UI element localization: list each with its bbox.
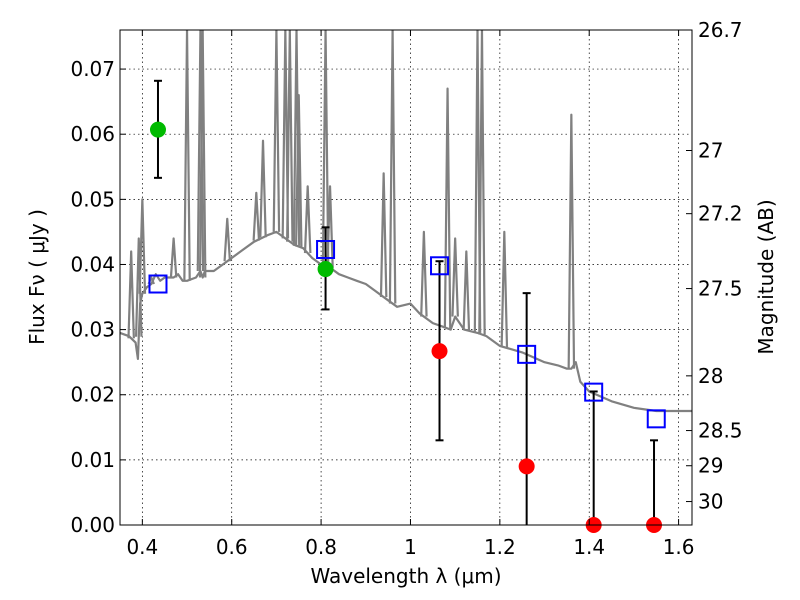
right-tick-label: 26.7 <box>698 18 743 42</box>
emission-line-spike <box>443 87 452 329</box>
right-tick-label: 28.5 <box>698 419 743 443</box>
emission-line-spike <box>303 185 312 254</box>
right-axis: 26.7 27 27.2 27.5 28 28.5 29 30 <box>686 18 743 514</box>
grid <box>120 30 692 526</box>
right-tick-label: 28 <box>698 364 723 388</box>
right-axis-label: Magnitude (AB) <box>754 199 778 354</box>
x-axis: 0.4 0.6 0.8 1 1.2 1.4 1.6 <box>126 30 695 559</box>
emission-line-spike <box>567 113 576 369</box>
plot-content <box>120 30 692 413</box>
emission-line-spike <box>451 237 459 317</box>
y-axis-label: Flux Fν ( μJy ) <box>25 209 49 345</box>
emission-line-spike <box>134 237 143 337</box>
y-axis: 0.00 0.01 0.02 0.03 0.04 0.05 0.06 0.07 <box>70 57 126 537</box>
model-band-square <box>584 382 604 402</box>
right-tick-label: 30 <box>698 490 723 514</box>
emission-line-spike <box>462 250 471 331</box>
emission-line-spike <box>252 191 261 241</box>
model-band-square <box>148 274 168 294</box>
x-tick-label: 1.2 <box>484 535 516 559</box>
x-axis-label: Wavelength λ (μm) <box>310 564 501 588</box>
x-tick-label: 1.4 <box>573 535 605 559</box>
emission-line-spike <box>478 30 486 335</box>
x-tick-label: 1 <box>404 535 417 559</box>
model-band-square <box>517 344 537 364</box>
emission-line-spike <box>223 217 232 262</box>
model-spectrum-line <box>120 230 692 413</box>
model-band-square <box>646 409 666 429</box>
emission-line-spike <box>321 30 330 267</box>
x-tick-label: 1.6 <box>663 535 695 559</box>
x-tick-label: 0.6 <box>216 535 248 559</box>
emission-line-spike <box>294 94 303 247</box>
y-tick-label: 0.07 <box>70 57 115 81</box>
plot-frame <box>119 29 693 526</box>
red-data-point <box>431 343 448 360</box>
x-tick-label: 0.4 <box>126 535 158 559</box>
emission-line-spike <box>183 30 191 281</box>
plot-area <box>120 30 692 533</box>
emission-line-spike <box>388 30 397 304</box>
y-tick-label: 0.01 <box>70 448 115 472</box>
emission-line-spike <box>500 230 509 348</box>
emission-line-spike <box>196 30 205 271</box>
emission-line-spike <box>420 230 428 317</box>
red-data-point <box>518 458 535 475</box>
emission-line-spike <box>286 30 294 242</box>
emission-line-spike <box>138 198 147 294</box>
right-tick-label: 27.2 <box>698 202 743 226</box>
emission-line-spike <box>379 172 388 298</box>
right-tick-label: 27.5 <box>698 277 743 301</box>
model-band-square <box>430 256 450 276</box>
x-tick-label: 0.8 <box>305 535 337 559</box>
y-tick-label: 0.03 <box>70 318 115 342</box>
y-tick-label: 0.05 <box>70 187 115 211</box>
right-tick-label: 29 <box>698 454 723 478</box>
green-data-point <box>317 261 334 278</box>
emission-line-spike <box>198 30 207 278</box>
y-tick-label: 0.00 <box>70 513 115 537</box>
y-tick-label: 0.06 <box>70 122 115 146</box>
green-data-point <box>149 121 166 138</box>
emission-line-spike <box>272 30 281 232</box>
right-tick-label: 27 <box>698 138 723 162</box>
emission-line-spike <box>169 237 178 278</box>
emission-line-spike <box>259 139 267 238</box>
model-band-square <box>316 239 336 259</box>
y-tick-label: 0.04 <box>70 252 115 276</box>
emission-line-spike <box>127 250 135 339</box>
y-tick-label: 0.02 <box>70 383 115 407</box>
